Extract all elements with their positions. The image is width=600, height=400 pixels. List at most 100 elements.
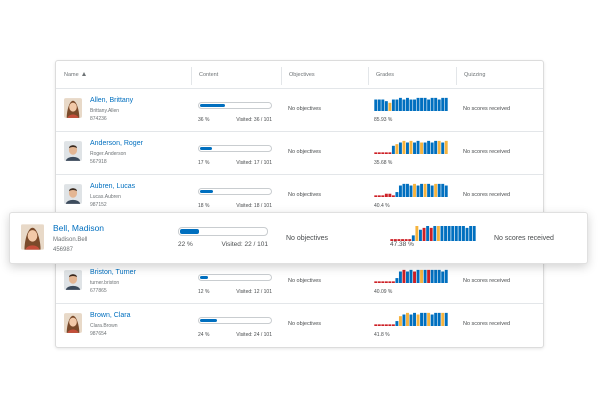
grade-bar	[451, 226, 455, 241]
quizzing-status: No scores received	[463, 149, 511, 155]
content-progress-cell[interactable]: 17 % Visited: 17 / 101	[198, 132, 288, 175]
female-avatar-icon	[64, 98, 82, 118]
content-progress-cell[interactable]: 22 % Visited: 22 / 101	[178, 213, 278, 265]
content-progress-bar	[198, 102, 272, 109]
grade-bar	[444, 226, 447, 241]
grade-bar	[472, 226, 476, 241]
objectives-status: No objectives	[288, 149, 322, 155]
grade-bar	[409, 269, 413, 283]
grade-bar	[416, 140, 420, 154]
student-name-link[interactable]: Aubren, Lucas	[90, 183, 136, 190]
grade-bar	[423, 269, 427, 283]
grade-bar	[420, 142, 424, 155]
grade-bar	[398, 97, 402, 111]
grade-bar	[430, 142, 434, 155]
column-header-grades[interactable]: Grades	[376, 72, 395, 78]
grade-bar	[381, 152, 385, 155]
content-progress-bar	[198, 317, 272, 324]
grade-bar	[430, 269, 434, 283]
grade-bar	[406, 312, 409, 326]
quizzing-status: No scores received	[463, 321, 511, 327]
grade-bar	[384, 281, 388, 284]
grade-bar	[436, 226, 440, 241]
grade-bar	[415, 226, 419, 241]
objectives-status: No objectives	[288, 106, 322, 112]
grade-bar	[427, 269, 431, 283]
content-visited: Visited: 22 / 101	[221, 241, 269, 248]
highlighted-table-row: Bell, Madison Madison.Bell 456987 22 % Visit…	[9, 212, 588, 264]
grades-sparkline	[374, 140, 448, 155]
grade-bar	[402, 99, 406, 112]
grade-bar	[426, 226, 430, 241]
grades-cell[interactable]: 35.68 %	[374, 132, 454, 175]
student-name-link[interactable]: Allen, Brittany	[90, 97, 134, 104]
grades-cell[interactable]: 47.38 %	[390, 213, 480, 265]
content-progress-fill	[200, 319, 217, 322]
quizzing-status: No scores received	[463, 192, 511, 198]
grade-bar	[437, 99, 441, 112]
grades-cell[interactable]: 40.09 %	[374, 261, 454, 304]
grade-bar	[398, 271, 402, 284]
student-name-link[interactable]: Anderson, Roger	[90, 140, 143, 147]
content-progress-bar	[198, 145, 272, 152]
grade-bar	[406, 142, 409, 155]
student-name-link[interactable]: Bell, Madison	[53, 223, 105, 233]
grade-percent: 85.93 %	[374, 117, 393, 123]
content-progress-cell[interactable]: 18 % Visited: 18 / 101	[198, 175, 288, 218]
content-percent: 18 %	[198, 203, 210, 209]
grade-bar	[462, 226, 465, 241]
grades-cell[interactable]: 85.93 %	[374, 89, 454, 132]
grade-bar	[402, 314, 406, 327]
class-progress-table: Name Content Objectives Grades Quizzing …	[55, 60, 544, 348]
grade-bar	[398, 142, 402, 155]
grade-percent: 40.4 %	[374, 203, 390, 209]
grade-bar	[469, 226, 473, 241]
grade-bar	[430, 314, 434, 327]
grade-bar	[441, 142, 445, 155]
grade-percent: 35.68 %	[374, 160, 393, 166]
grade-bar	[416, 185, 420, 198]
grade-bar	[434, 97, 438, 111]
content-visited: Visited: 18 / 101	[236, 203, 272, 209]
content-progress-cell[interactable]: 12 % Visited: 12 / 101	[198, 261, 288, 304]
grade-bar	[420, 312, 424, 326]
grades-cell[interactable]: 40.4 %	[374, 175, 454, 218]
grade-bar	[388, 193, 392, 197]
grades-sparkline	[374, 269, 448, 284]
grade-bar	[374, 324, 378, 327]
content-progress-cell[interactable]: 24 % Visited: 24 / 101	[198, 304, 288, 347]
grade-bar	[437, 140, 441, 154]
grades-cell[interactable]: 41.8 %	[374, 304, 454, 347]
grade-bar	[384, 101, 388, 111]
column-divider	[191, 67, 192, 85]
grade-bar	[401, 239, 404, 242]
grade-bar	[433, 226, 437, 241]
student-name-link[interactable]: Brown, Clara	[90, 312, 131, 319]
grade-bar	[402, 183, 406, 197]
column-header-name[interactable]: Name	[56, 61, 191, 89]
grades-sparkline	[374, 97, 448, 112]
column-divider	[456, 67, 457, 85]
grade-bar	[434, 269, 438, 283]
table-header: Name Content Objectives Grades Quizzing	[56, 61, 543, 89]
objectives-status: No objectives	[288, 278, 322, 284]
column-header-quizzing[interactable]: Quizzing	[464, 72, 486, 78]
sort-ascending-icon[interactable]	[81, 72, 86, 76]
column-header-objectives[interactable]: Objectives	[289, 72, 315, 78]
content-progress-cell[interactable]: 36 % Visited: 36 / 101	[198, 89, 288, 132]
grades-sparkline	[374, 183, 448, 198]
male-avatar-icon	[64, 141, 82, 161]
grade-bar	[434, 312, 438, 326]
grade-bar	[427, 140, 431, 154]
column-header-content[interactable]: Content	[199, 72, 219, 78]
grade-bar	[377, 195, 381, 198]
grade-bar	[391, 99, 395, 112]
grade-bar	[408, 239, 412, 242]
grade-bar	[381, 99, 385, 112]
content-progress-fill	[200, 276, 209, 279]
student-name-link[interactable]: Briston, Turner	[90, 269, 136, 276]
grade-bar	[413, 271, 416, 284]
grade-bar	[419, 229, 422, 241]
grade-bar	[413, 183, 416, 197]
grades-sparkline	[374, 312, 448, 327]
